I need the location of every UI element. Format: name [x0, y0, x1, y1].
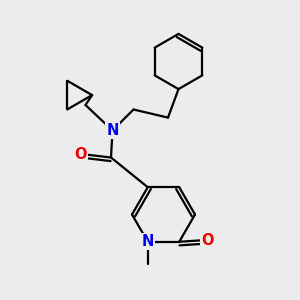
- Text: N: N: [106, 123, 119, 138]
- Text: N: N: [142, 234, 154, 249]
- Text: O: O: [201, 233, 213, 248]
- Text: O: O: [75, 147, 87, 162]
